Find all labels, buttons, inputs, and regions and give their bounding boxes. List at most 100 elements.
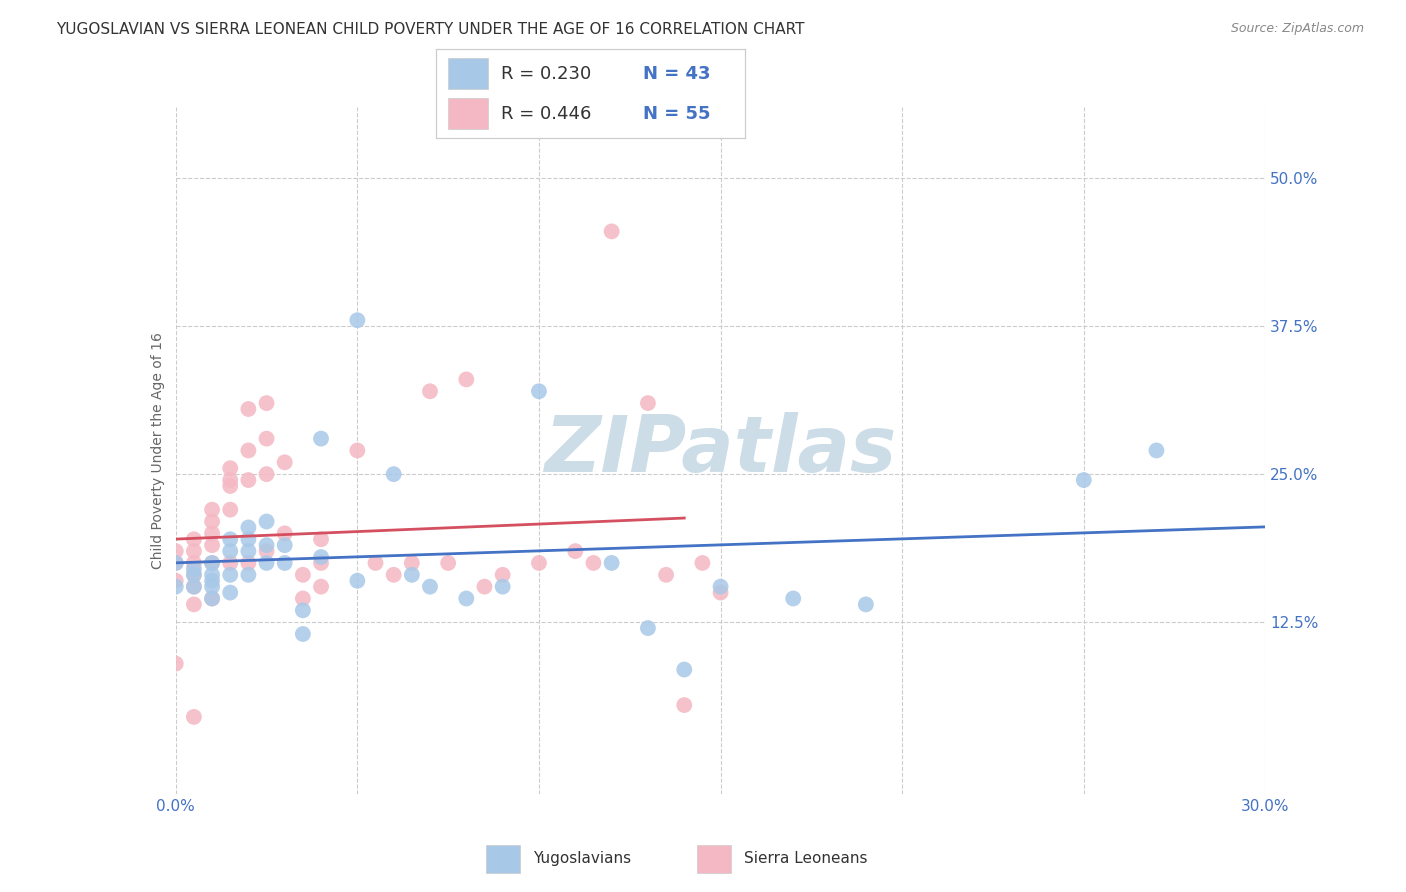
- Point: [183, 580, 205, 594]
- Point: [401, 556, 423, 570]
- Point: [201, 567, 224, 582]
- Text: Sierra Leoneans: Sierra Leoneans: [744, 851, 868, 866]
- Point: [238, 402, 260, 417]
- Text: YUGOSLAVIAN VS SIERRA LEONEAN CHILD POVERTY UNDER THE AGE OF 16 CORRELATION CHAR: YUGOSLAVIAN VS SIERRA LEONEAN CHILD POVE…: [56, 22, 804, 37]
- FancyBboxPatch shape: [697, 845, 731, 872]
- Point: [364, 556, 387, 570]
- Text: R = 0.230: R = 0.230: [501, 65, 591, 83]
- Point: [183, 580, 205, 594]
- Point: [382, 567, 405, 582]
- Point: [291, 627, 314, 641]
- Point: [527, 384, 550, 399]
- Point: [309, 580, 332, 594]
- Point: [655, 567, 678, 582]
- Point: [201, 591, 224, 606]
- Point: [183, 567, 205, 582]
- Point: [256, 538, 278, 552]
- FancyBboxPatch shape: [486, 845, 520, 872]
- Point: [710, 580, 733, 594]
- Point: [382, 467, 405, 482]
- Point: [238, 567, 260, 582]
- Point: [564, 544, 586, 558]
- Text: Source: ZipAtlas.com: Source: ZipAtlas.com: [1230, 22, 1364, 36]
- Point: [219, 544, 242, 558]
- Text: N = 43: N = 43: [643, 65, 710, 83]
- Point: [419, 384, 441, 399]
- Point: [692, 556, 714, 570]
- FancyBboxPatch shape: [449, 58, 488, 89]
- Point: [274, 526, 297, 541]
- Point: [600, 224, 623, 238]
- Point: [492, 567, 515, 582]
- Point: [291, 603, 314, 617]
- Point: [183, 533, 205, 547]
- Point: [238, 473, 260, 487]
- Point: [673, 663, 696, 677]
- Point: [238, 533, 260, 547]
- Point: [183, 544, 205, 558]
- Point: [456, 372, 478, 386]
- Point: [492, 580, 515, 594]
- Text: R = 0.446: R = 0.446: [501, 105, 591, 123]
- Point: [291, 567, 314, 582]
- Point: [219, 585, 242, 599]
- Point: [256, 467, 278, 482]
- Point: [183, 710, 205, 724]
- Point: [401, 567, 423, 582]
- Point: [183, 562, 205, 576]
- Point: [165, 544, 187, 558]
- Point: [637, 396, 659, 410]
- Point: [346, 313, 368, 327]
- Point: [201, 591, 224, 606]
- Point: [274, 455, 297, 469]
- Point: [346, 574, 368, 588]
- Point: [855, 598, 877, 612]
- Point: [219, 479, 242, 493]
- Point: [183, 556, 205, 570]
- Point: [256, 396, 278, 410]
- Point: [201, 502, 224, 516]
- Text: ZIPatlas: ZIPatlas: [544, 412, 897, 489]
- Point: [219, 567, 242, 582]
- FancyBboxPatch shape: [449, 98, 488, 129]
- Point: [219, 533, 242, 547]
- Point: [219, 556, 242, 570]
- Point: [582, 556, 605, 570]
- Point: [165, 556, 187, 570]
- Point: [183, 598, 205, 612]
- Point: [256, 556, 278, 570]
- Point: [527, 556, 550, 570]
- Point: [456, 591, 478, 606]
- Point: [710, 585, 733, 599]
- Point: [309, 432, 332, 446]
- Point: [256, 432, 278, 446]
- Point: [1073, 473, 1095, 487]
- Point: [1146, 443, 1168, 458]
- Point: [238, 556, 260, 570]
- Point: [201, 526, 224, 541]
- Point: [165, 657, 187, 671]
- Point: [165, 574, 187, 588]
- Point: [309, 556, 332, 570]
- Point: [238, 520, 260, 534]
- Point: [183, 567, 205, 582]
- Point: [201, 580, 224, 594]
- Point: [600, 556, 623, 570]
- Point: [238, 544, 260, 558]
- Point: [274, 538, 297, 552]
- Point: [165, 580, 187, 594]
- Point: [474, 580, 496, 594]
- Point: [256, 544, 278, 558]
- Point: [201, 515, 224, 529]
- Point: [291, 591, 314, 606]
- Text: Yugoslavians: Yugoslavians: [533, 851, 631, 866]
- Point: [673, 698, 696, 712]
- Point: [165, 556, 187, 570]
- Point: [219, 473, 242, 487]
- Point: [274, 556, 297, 570]
- Point: [201, 556, 224, 570]
- Point: [782, 591, 804, 606]
- Point: [309, 549, 332, 564]
- Point: [256, 515, 278, 529]
- Point: [309, 533, 332, 547]
